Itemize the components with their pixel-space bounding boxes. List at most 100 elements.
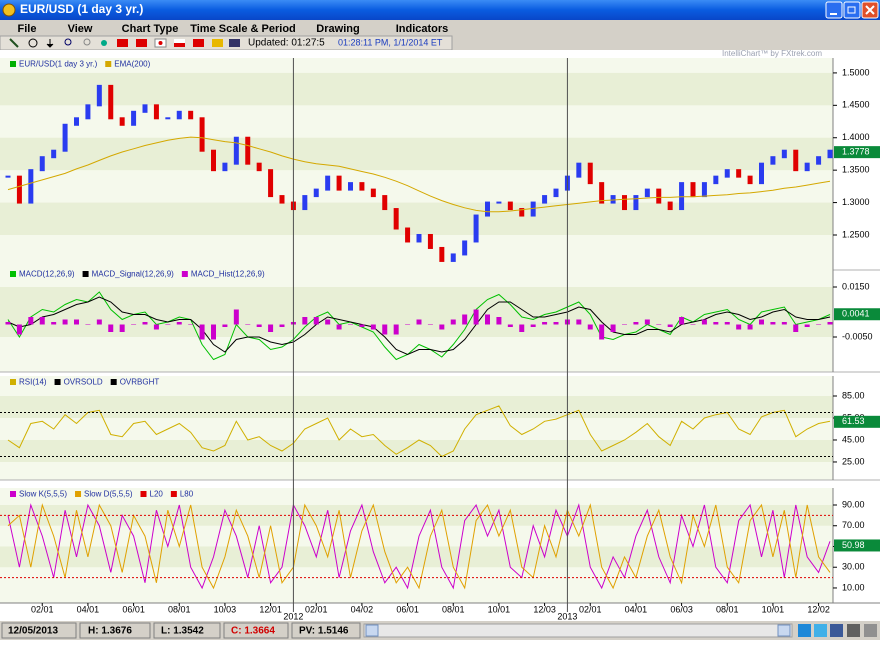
icon-facebook[interactable] bbox=[830, 624, 843, 637]
flag-es[interactable] bbox=[212, 39, 223, 47]
scrollbar[interactable] bbox=[363, 623, 793, 638]
legend-swatch bbox=[105, 61, 112, 67]
histogram-bar bbox=[5, 322, 11, 325]
series-line bbox=[7, 296, 831, 356]
scroll-right[interactable] bbox=[777, 624, 791, 637]
histogram-bar bbox=[222, 324, 228, 327]
restore-button[interactable] bbox=[843, 1, 861, 19]
candle bbox=[119, 117, 125, 126]
histogram-bar bbox=[485, 314, 490, 325]
histogram-bar bbox=[302, 317, 308, 325]
candle bbox=[131, 110, 137, 126]
candle bbox=[633, 195, 639, 211]
menu-item[interactable]: Drawing bbox=[316, 23, 359, 35]
histogram-bar bbox=[233, 309, 239, 325]
histogram-bar bbox=[519, 324, 525, 332]
flag-pl[interactable] bbox=[174, 39, 185, 43]
icon-settings[interactable] bbox=[847, 624, 860, 637]
tool-crosshair[interactable] bbox=[28, 38, 38, 48]
histogram-bar bbox=[473, 309, 479, 325]
last-value-label: 0.0041 bbox=[842, 309, 870, 319]
flag-hk[interactable] bbox=[136, 39, 147, 47]
candle bbox=[245, 136, 251, 165]
x-tick-label: 12/01 bbox=[259, 604, 282, 614]
status-low: L: 1.3542 bbox=[161, 626, 204, 637]
scroll-left[interactable] bbox=[365, 624, 379, 637]
tool-down[interactable] bbox=[46, 39, 54, 48]
menu-item[interactable]: File bbox=[18, 23, 37, 35]
status-date: 12/05/2013 bbox=[8, 626, 58, 637]
candle bbox=[701, 182, 707, 198]
flag-cn[interactable] bbox=[117, 39, 128, 47]
histogram-bar bbox=[74, 319, 79, 325]
candle bbox=[359, 182, 365, 191]
icon-twitter[interactable] bbox=[814, 624, 827, 637]
legend-label: Slow D(5,5,5) bbox=[84, 490, 133, 499]
candle bbox=[142, 104, 148, 113]
legend-label: MACD_Signal(12,26,9) bbox=[92, 270, 175, 279]
candle bbox=[256, 162, 262, 172]
tool-globe[interactable] bbox=[101, 40, 107, 46]
tool-draw[interactable] bbox=[9, 38, 19, 48]
histogram-bar bbox=[736, 324, 742, 330]
histogram-bar bbox=[313, 317, 319, 325]
tool-zoom-out[interactable] bbox=[83, 38, 91, 46]
legend-swatch bbox=[140, 491, 147, 497]
menu-item[interactable]: Indicators bbox=[396, 23, 449, 35]
histogram-bar bbox=[690, 324, 696, 325]
flag-us[interactable] bbox=[229, 39, 240, 47]
menu-item[interactable]: Chart Type bbox=[122, 23, 179, 35]
histogram-bar bbox=[336, 324, 342, 330]
candle bbox=[336, 175, 342, 191]
candle bbox=[804, 162, 810, 172]
histogram-bar bbox=[108, 324, 114, 332]
candle bbox=[96, 84, 102, 107]
icon-share[interactable] bbox=[798, 624, 811, 637]
histogram-bar bbox=[176, 322, 182, 325]
legend-swatch bbox=[10, 271, 16, 277]
legend-swatch bbox=[10, 61, 16, 67]
y-tick-label: 0.0150 bbox=[842, 281, 870, 291]
candle bbox=[724, 169, 730, 178]
histogram-bar bbox=[268, 324, 274, 332]
candle bbox=[690, 182, 696, 198]
restore-glyph bbox=[847, 6, 856, 14]
status-cell bbox=[291, 622, 361, 639]
status-cell bbox=[79, 622, 151, 639]
x-tick-label: 06/01 bbox=[396, 604, 419, 614]
x-tick-label: 04/02 bbox=[351, 604, 374, 614]
x-tick-label: 10/01 bbox=[762, 604, 785, 614]
x-tick-label: 10/01 bbox=[488, 604, 511, 614]
y-tick-label: 1.4000 bbox=[842, 132, 870, 142]
y-tick-label: 45.00 bbox=[842, 434, 865, 444]
flag-tr[interactable] bbox=[193, 39, 204, 47]
histogram-bar bbox=[633, 322, 639, 325]
histogram-bar bbox=[39, 317, 45, 325]
candle bbox=[279, 195, 285, 204]
candle bbox=[62, 123, 68, 152]
icon-print[interactable] bbox=[864, 624, 877, 637]
histogram-bar bbox=[827, 322, 833, 325]
candle bbox=[439, 246, 445, 262]
series-line bbox=[7, 503, 831, 590]
histogram-bar bbox=[348, 324, 353, 325]
y-tick-label: 90.00 bbox=[842, 499, 865, 509]
candle bbox=[108, 84, 114, 120]
histogram-bar bbox=[667, 324, 673, 327]
histogram-bar bbox=[416, 319, 422, 325]
x-tick-label: 02/01 bbox=[31, 604, 54, 614]
tool-zoom-in[interactable] bbox=[64, 38, 72, 46]
minimize-button[interactable] bbox=[825, 1, 843, 19]
menu-item[interactable]: View bbox=[68, 23, 93, 35]
menu-item[interactable]: Time Scale & Period bbox=[190, 23, 296, 35]
x-tick-label: 02/01 bbox=[579, 604, 602, 614]
year-label: 2012 bbox=[283, 611, 303, 621]
watermark: IntelliChart™ by FXtrek.com bbox=[722, 49, 822, 58]
grid-band bbox=[0, 396, 833, 418]
status-high: H: 1.3676 bbox=[88, 626, 132, 637]
y-tick-label: 10.00 bbox=[842, 582, 865, 592]
last-value-box bbox=[834, 539, 880, 552]
status-pv: PV: 1.5146 bbox=[299, 626, 349, 637]
candle bbox=[405, 227, 411, 243]
legend-swatch bbox=[82, 271, 89, 277]
